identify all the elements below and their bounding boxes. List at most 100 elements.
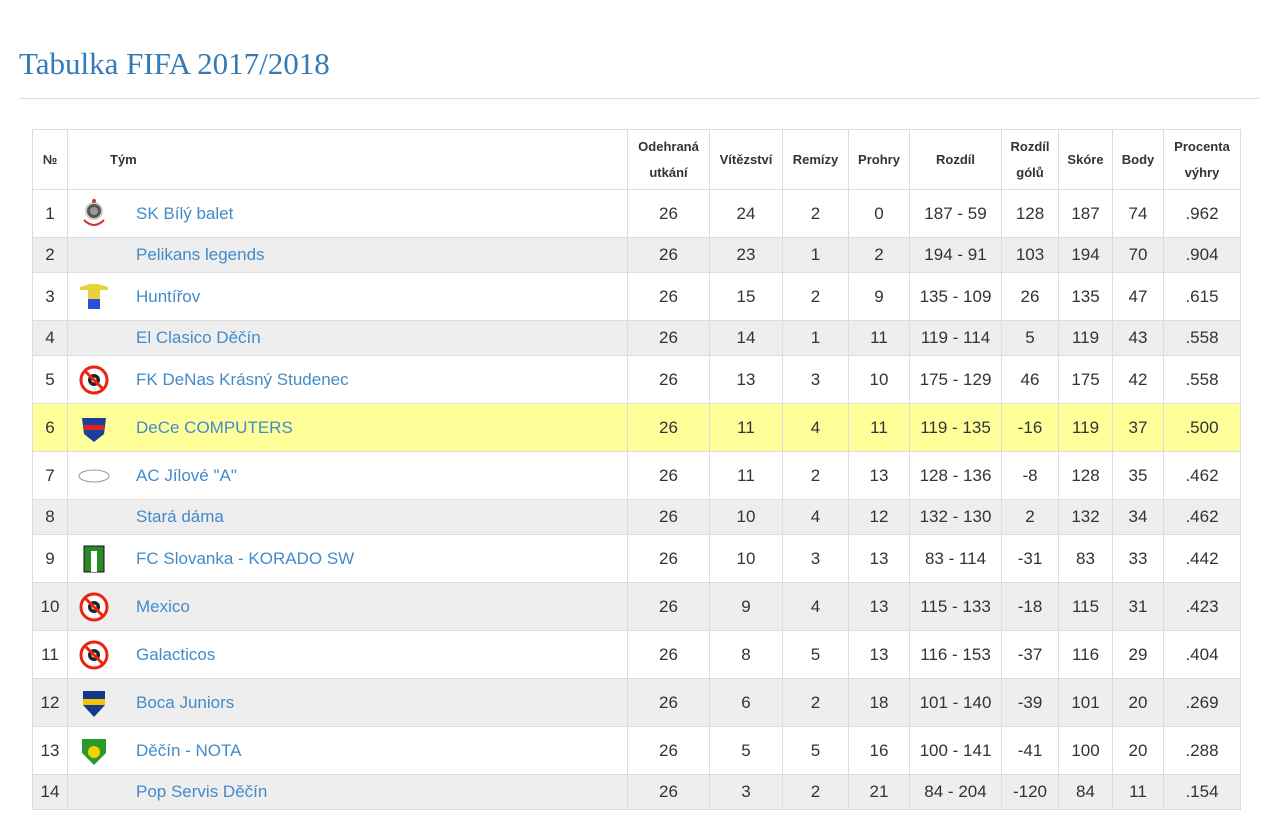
col-points[interactable]: Body <box>1112 129 1164 190</box>
team-cell: Děčín - NOTA <box>67 726 628 775</box>
table-row: 10 Mexico 26 9 4 13 115 - 133 -18 115 31.423 <box>32 582 1241 631</box>
score-cell: 116 <box>1058 630 1113 679</box>
losses-cell: 10 <box>848 355 910 404</box>
win-pct-cell: .615 <box>1163 272 1241 321</box>
score-diff-cell: 187 - 59 <box>909 189 1002 238</box>
draws-cell: 4 <box>782 582 849 631</box>
team-cell: FC Slovanka - KORADO SW <box>67 534 628 583</box>
draws-cell: 4 <box>782 499 849 535</box>
divider <box>19 98 1259 99</box>
team-cell: El Clasico Děčín <box>67 320 628 356</box>
played-cell: 26 <box>627 582 710 631</box>
points-cell: 33 <box>1112 534 1164 583</box>
col-losses[interactable]: Prohry <box>848 129 910 190</box>
score-cell: 119 <box>1058 320 1113 356</box>
win-pct-cell: .558 <box>1163 320 1241 356</box>
wins-cell: 11 <box>709 451 783 500</box>
draws-cell: 2 <box>782 272 849 321</box>
win-pct-cell: .962 <box>1163 189 1241 238</box>
draws-cell: 3 <box>782 534 849 583</box>
table-row: 7 AC Jílové "A" 26 11 2 13 128 - 136 -8 128 35.46… <box>32 451 1241 500</box>
score-cell: 83 <box>1058 534 1113 583</box>
dece-logo-icon <box>82 417 106 442</box>
points-cell: 43 <box>1112 320 1164 356</box>
points-cell: 11 <box>1112 774 1164 810</box>
slovanka-logo-icon <box>83 545 105 572</box>
score-cell: 187 <box>1058 189 1113 238</box>
team-cell: Pelikans legends <box>67 237 628 273</box>
col-diff[interactable]: Rozdíl <box>909 129 1002 190</box>
team-link[interactable]: DeCe COMPUTERS <box>136 417 293 437</box>
team-link[interactable]: Pelikans legends <box>136 245 265 264</box>
win-pct-cell: .269 <box>1163 678 1241 727</box>
team-link[interactable]: SK Bílý balet <box>136 203 234 223</box>
col-wins[interactable]: Vítězství <box>709 129 783 190</box>
position-cell: 10 <box>32 582 68 631</box>
team-link[interactable]: Mexico <box>136 596 190 616</box>
points-cell: 42 <box>1112 355 1164 404</box>
win-pct-cell: .442 <box>1163 534 1241 583</box>
team-link[interactable]: Pop Servis Děčín <box>136 782 268 801</box>
played-cell: 26 <box>627 272 710 321</box>
table-row: 9 FC Slovanka - KORADO SW 26 10 3 13 83 - 114-… <box>32 534 1241 583</box>
team-cell: Boca Juniors <box>67 678 628 727</box>
col-played[interactable]: Odehraná utkání <box>627 129 710 190</box>
no-ball-logo-icon <box>79 640 109 669</box>
losses-cell: 13 <box>848 630 910 679</box>
table-row: 6 DeCe COMPUTERS 26 11 4 11 119 - 135 -16 119 37.… <box>32 403 1241 452</box>
score-diff-cell: 83 - 114 <box>909 534 1002 583</box>
draws-cell: 2 <box>782 189 849 238</box>
position-cell: 8 <box>32 499 68 535</box>
wins-cell: 8 <box>709 630 783 679</box>
losses-cell: 16 <box>848 726 910 775</box>
team-link[interactable]: Boca Juniors <box>136 692 235 712</box>
team-link[interactable]: Děčín - NOTA <box>136 740 242 760</box>
team-link[interactable]: Huntířov <box>136 286 201 306</box>
score-cell: 84 <box>1058 774 1113 810</box>
played-cell: 26 <box>627 726 710 775</box>
played-cell: 26 <box>627 355 710 404</box>
score-cell: 100 <box>1058 726 1113 775</box>
played-cell: 26 <box>627 237 710 273</box>
col-team[interactable]: Tým <box>67 129 628 190</box>
goal-diff-cell: -16 <box>1001 403 1059 452</box>
col-win-pct[interactable]: Procenta výhry <box>1163 129 1241 190</box>
page-title: Tabulka FIFA 2017/2018 <box>19 46 330 81</box>
team-link[interactable]: AC Jílové "A" <box>136 465 237 485</box>
table-row: 4 El Clasico Děčín 26 14 1 11 119 - 114 5 119 43.… <box>32 320 1241 356</box>
jersey-logo-icon <box>80 283 108 309</box>
col-pos[interactable]: № <box>32 129 68 190</box>
team-link[interactable]: Galacticos <box>136 644 216 664</box>
played-cell: 26 <box>627 189 710 238</box>
points-cell: 29 <box>1112 630 1164 679</box>
team-link[interactable]: Stará dáma <box>136 507 224 526</box>
score-diff-cell: 194 - 91 <box>909 237 1002 273</box>
team-cell: Huntířov <box>67 272 628 321</box>
played-cell: 26 <box>627 630 710 679</box>
losses-cell: 11 <box>848 320 910 356</box>
played-cell: 26 <box>627 774 710 810</box>
win-pct-cell: .462 <box>1163 499 1241 535</box>
draws-cell: 4 <box>782 403 849 452</box>
position-cell: 4 <box>32 320 68 356</box>
team-link[interactable]: FC Slovanka - KORADO SW <box>136 548 355 568</box>
draws-cell: 5 <box>782 726 849 775</box>
score-cell: 175 <box>1058 355 1113 404</box>
team-cell: AC Jílové "A" <box>67 451 628 500</box>
draws-cell: 2 <box>782 774 849 810</box>
points-cell: 31 <box>1112 582 1164 631</box>
goal-diff-cell: 128 <box>1001 189 1059 238</box>
losses-cell: 13 <box>848 451 910 500</box>
col-score[interactable]: Skóre <box>1058 129 1113 190</box>
played-cell: 26 <box>627 320 710 356</box>
col-goal-diff[interactable]: Rozdíl gólů <box>1001 129 1059 190</box>
losses-cell: 11 <box>848 403 910 452</box>
score-diff-cell: 116 - 153 <box>909 630 1002 679</box>
col-draws[interactable]: Remízy <box>782 129 849 190</box>
score-cell: 115 <box>1058 582 1113 631</box>
team-link[interactable]: El Clasico Děčín <box>136 328 261 347</box>
goal-diff-cell: -18 <box>1001 582 1059 631</box>
goal-diff-cell: 26 <box>1001 272 1059 321</box>
team-link[interactable]: FK DeNas Krásný Studenec <box>136 369 349 389</box>
wins-cell: 5 <box>709 726 783 775</box>
